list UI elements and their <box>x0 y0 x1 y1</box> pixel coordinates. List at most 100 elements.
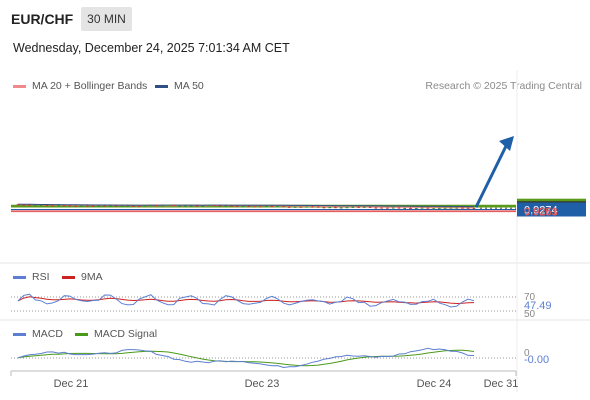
level-tag-0.9261: 0.9261 <box>524 206 558 218</box>
candle-body <box>426 207 430 209</box>
datetime-label: Wednesday, December 24, 2025 7:01:34 AM … <box>13 41 290 55</box>
candle-body <box>357 206 360 208</box>
candle-body <box>103 205 106 207</box>
rsi-tick-50: 50 <box>524 309 536 320</box>
candle-body <box>293 206 297 208</box>
credit-label: Research © 2025 Trading Central <box>425 80 582 92</box>
candle-body <box>391 207 395 209</box>
candle-body <box>91 205 95 207</box>
candle-body <box>432 208 435 210</box>
candle-body <box>109 205 112 207</box>
candle-body <box>351 206 355 208</box>
candle-body <box>334 207 337 209</box>
level-tag-0.9253: 0.9253 <box>524 207 558 219</box>
candle-body <box>97 205 101 207</box>
candle-body <box>189 205 193 207</box>
candle-body <box>363 206 366 208</box>
candle-body <box>420 207 424 209</box>
candle-body <box>137 206 141 208</box>
candle-body <box>328 207 331 209</box>
candle-body <box>403 208 406 209</box>
candle-body <box>62 205 66 207</box>
candle-body <box>241 206 245 207</box>
candle-body <box>449 207 453 209</box>
candle-body <box>39 205 43 207</box>
candle-body <box>264 205 268 207</box>
candle-body <box>438 207 441 209</box>
macd-swatch <box>13 332 26 336</box>
timeframe-button[interactable]: 30 MIN <box>81 7 132 31</box>
candle-body <box>68 205 72 207</box>
candle-body <box>166 204 170 206</box>
ma20-swatch <box>13 84 26 88</box>
level-tag-0.9274: 0.9274 <box>524 205 558 217</box>
time-label-dec-21: Dec 21 <box>54 378 89 390</box>
legend-rsi-ma: 9MA <box>62 271 103 283</box>
candle-body <box>380 207 383 209</box>
candle-body <box>288 206 291 208</box>
candle-body <box>224 205 228 207</box>
candle-body <box>259 206 262 208</box>
candle-body <box>213 205 216 206</box>
candle-body <box>276 206 279 208</box>
candle-body <box>16 204 20 206</box>
candle-body <box>132 205 135 207</box>
candle-body <box>178 205 181 207</box>
legend-ma50: MA 50 <box>155 80 204 92</box>
candle-body <box>161 205 164 207</box>
ma50-swatch <box>155 84 168 88</box>
candle-body <box>345 207 349 209</box>
legend-macd-signal-label: MACD Signal <box>94 328 158 340</box>
candle-body <box>236 206 239 208</box>
candle-body <box>305 206 308 208</box>
legend-macd: MACD <box>13 328 63 340</box>
candle-body <box>126 205 129 207</box>
candle-body <box>86 205 89 207</box>
candle-body <box>282 206 285 208</box>
candle-body <box>311 206 314 208</box>
candle-body <box>34 205 37 207</box>
candle-body <box>184 205 187 207</box>
candle-body <box>247 206 251 207</box>
time-label-dec-24: Dec 24 <box>417 378 452 390</box>
candle-body <box>45 205 49 207</box>
time-label-dec-23: Dec 23 <box>245 378 280 390</box>
legend-ma50-label: MA 50 <box>174 80 204 92</box>
level-tag-bg-0.9274 <box>517 202 586 217</box>
legend-macd-signal: MACD Signal <box>75 328 157 340</box>
candle-body <box>51 205 54 207</box>
candle-body <box>218 205 222 207</box>
candle-body <box>270 205 274 207</box>
forecast-arrow-line <box>474 141 510 208</box>
legend-rsi: RSI <box>13 271 50 283</box>
candle-body <box>28 204 31 206</box>
candle-body <box>368 206 372 208</box>
candle-body <box>57 205 60 207</box>
candle-body <box>415 208 418 209</box>
candle-body <box>253 206 256 208</box>
rsi-swatch <box>13 275 26 279</box>
candle-body <box>455 207 458 209</box>
candle-body <box>207 205 210 206</box>
candle-body <box>472 208 476 209</box>
legend-rsi-ma-label: 9MA <box>81 271 103 283</box>
candle-body <box>443 207 447 209</box>
candle-body <box>461 207 464 209</box>
candle-body <box>114 205 118 207</box>
candle-body <box>80 205 83 207</box>
candle-body <box>155 205 158 207</box>
candle-body <box>374 207 378 209</box>
rsi-tick-70: 70 <box>524 292 536 303</box>
candle-body <box>386 207 389 209</box>
candle-body <box>230 205 233 207</box>
candle-body <box>339 207 343 209</box>
candle-body <box>143 205 147 207</box>
macd-line <box>17 347 475 369</box>
candle-body <box>149 205 153 207</box>
macd-last-value: -0.00 <box>524 354 549 366</box>
candle-body <box>322 207 326 209</box>
macd-signal-swatch <box>75 332 88 336</box>
macd-tick-0: 0 <box>524 348 530 359</box>
